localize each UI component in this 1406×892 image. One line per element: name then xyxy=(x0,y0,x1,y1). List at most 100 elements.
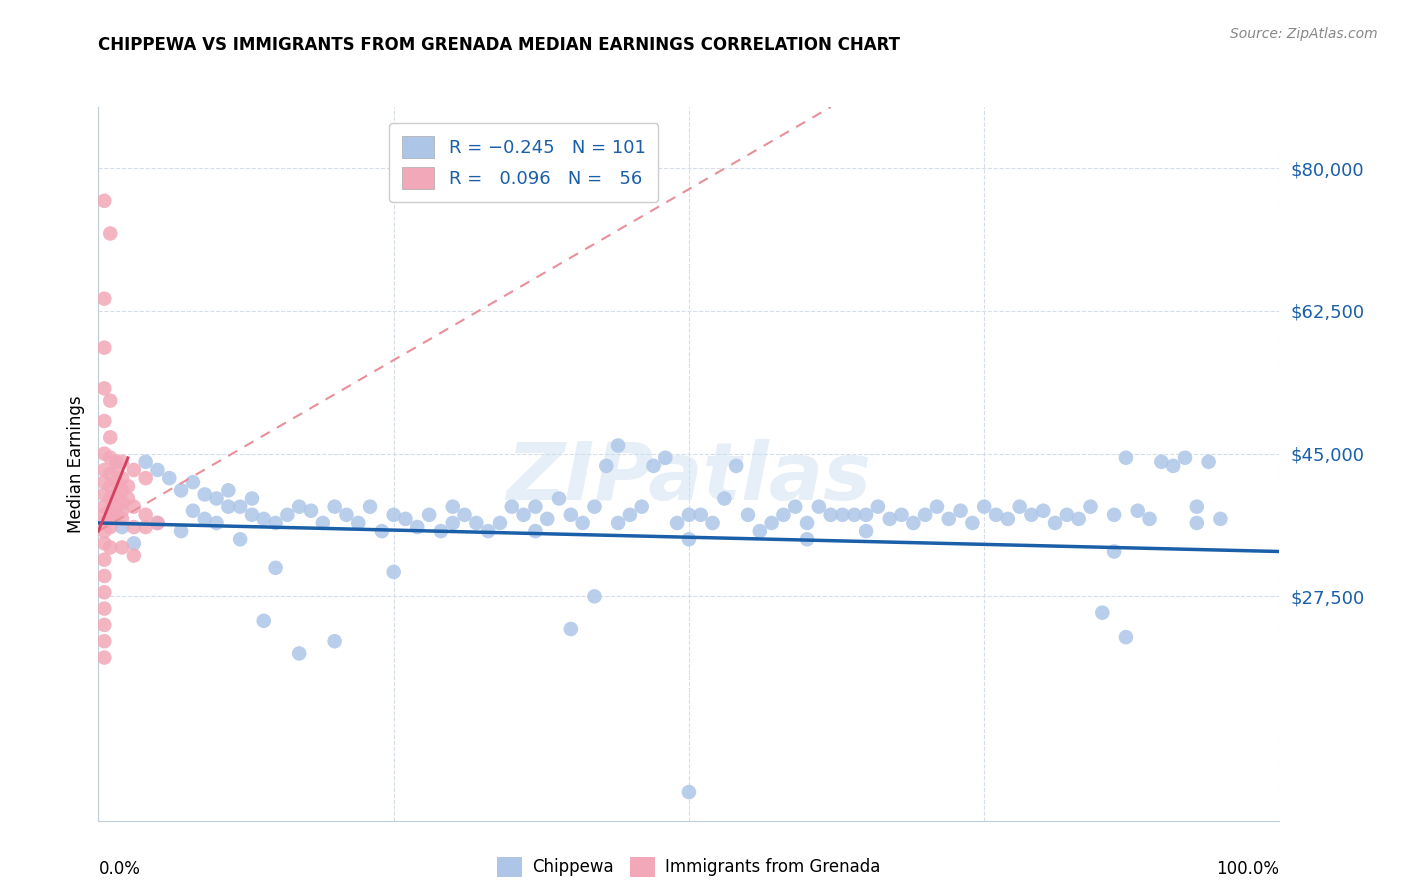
Point xyxy=(93,194,115,208)
Point xyxy=(93,341,115,355)
Point xyxy=(678,508,700,522)
Point xyxy=(205,491,228,506)
Text: Source: ZipAtlas.com: Source: ZipAtlas.com xyxy=(1230,27,1378,41)
Point xyxy=(135,455,157,469)
Point xyxy=(93,634,115,648)
Point xyxy=(796,516,818,530)
Point xyxy=(643,458,665,473)
Point xyxy=(1161,458,1184,473)
Point xyxy=(524,524,547,538)
Point xyxy=(98,504,121,518)
Legend: Chippewa, Immigrants from Grenada: Chippewa, Immigrants from Grenada xyxy=(491,850,887,884)
Point xyxy=(347,516,370,530)
Point xyxy=(984,508,1007,522)
Point xyxy=(105,487,128,501)
Point xyxy=(1102,508,1125,522)
Point xyxy=(489,516,512,530)
Point xyxy=(105,500,128,514)
Point xyxy=(93,536,115,550)
Point xyxy=(98,512,121,526)
Point xyxy=(583,500,606,514)
Point xyxy=(1126,504,1149,518)
Point xyxy=(98,479,121,493)
Point xyxy=(93,552,115,566)
Point xyxy=(323,500,346,514)
Point xyxy=(844,508,866,522)
Point xyxy=(973,500,995,514)
Point xyxy=(1185,516,1208,530)
Point xyxy=(571,516,593,530)
Point xyxy=(997,512,1019,526)
Text: ZIPatlas: ZIPatlas xyxy=(506,439,872,517)
Point xyxy=(146,463,169,477)
Point xyxy=(170,483,193,498)
Point xyxy=(938,512,960,526)
Point xyxy=(93,516,115,530)
Point xyxy=(93,601,115,615)
Point xyxy=(441,500,464,514)
Point xyxy=(441,516,464,530)
Text: CHIPPEWA VS IMMIGRANTS FROM GRENADA MEDIAN EARNINGS CORRELATION CHART: CHIPPEWA VS IMMIGRANTS FROM GRENADA MEDI… xyxy=(98,36,900,54)
Point xyxy=(1021,508,1043,522)
Point xyxy=(607,438,630,452)
Point xyxy=(240,491,263,506)
Point xyxy=(135,520,157,534)
Point xyxy=(855,508,877,522)
Point xyxy=(98,491,121,506)
Point xyxy=(105,455,128,469)
Point xyxy=(157,471,180,485)
Point xyxy=(465,516,488,530)
Point xyxy=(105,463,128,477)
Text: 100.0%: 100.0% xyxy=(1216,860,1279,878)
Point xyxy=(146,516,169,530)
Point xyxy=(276,508,298,522)
Point xyxy=(146,516,169,530)
Point xyxy=(181,475,204,490)
Point xyxy=(560,508,582,522)
Point xyxy=(122,500,145,514)
Point xyxy=(93,585,115,599)
Point xyxy=(807,500,830,514)
Point xyxy=(98,393,121,408)
Point xyxy=(737,508,759,522)
Point xyxy=(98,227,121,241)
Point xyxy=(761,516,783,530)
Point xyxy=(288,500,311,514)
Point xyxy=(229,533,252,547)
Point xyxy=(748,524,770,538)
Point xyxy=(962,516,984,530)
Point xyxy=(418,508,440,522)
Point xyxy=(93,487,115,501)
Point xyxy=(359,500,381,514)
Point xyxy=(93,292,115,306)
Point xyxy=(1115,450,1137,465)
Point xyxy=(194,512,217,526)
Point xyxy=(253,512,276,526)
Point xyxy=(117,491,139,506)
Point xyxy=(93,618,115,632)
Point xyxy=(122,549,145,563)
Point xyxy=(501,500,523,514)
Point xyxy=(93,500,115,514)
Point xyxy=(312,516,335,530)
Point xyxy=(105,508,128,522)
Point xyxy=(1150,455,1173,469)
Point xyxy=(1198,455,1220,469)
Point xyxy=(382,508,405,522)
Point xyxy=(560,622,582,636)
Point xyxy=(1043,516,1066,530)
Point xyxy=(111,520,134,534)
Point xyxy=(98,450,121,465)
Point xyxy=(135,471,157,485)
Point xyxy=(595,458,617,473)
Point xyxy=(98,430,121,444)
Point xyxy=(1139,512,1161,526)
Point xyxy=(855,524,877,538)
Point xyxy=(111,512,134,526)
Point xyxy=(93,650,115,665)
Point xyxy=(135,508,157,522)
Point xyxy=(1185,500,1208,514)
Point xyxy=(949,504,972,518)
Point xyxy=(111,504,134,518)
Point xyxy=(122,463,145,477)
